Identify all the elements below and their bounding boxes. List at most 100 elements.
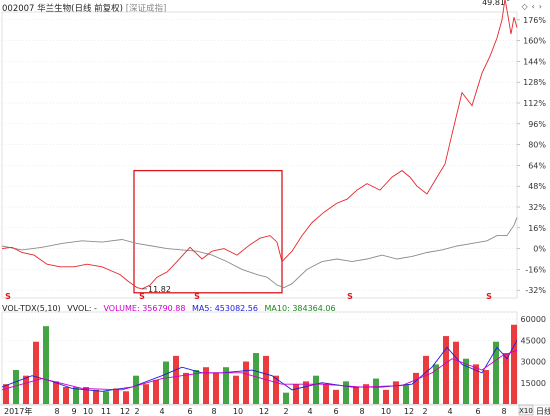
volume-bar [303, 381, 309, 404]
price-y-tick-label: 160% [523, 37, 546, 46]
highlight-box [133, 169, 283, 294]
volume-bar [433, 364, 439, 404]
volume-bar [383, 389, 389, 404]
volume-header: VOL-TDX(5,10) VVOL: - VOLUME: 356790.88 … [2, 304, 340, 313]
price-y-tick-label: 32% [528, 203, 546, 212]
volume-bar [233, 375, 239, 404]
volume-bar [333, 389, 339, 404]
volume-bar [133, 375, 139, 404]
x-axis-label: 4 [447, 407, 452, 416]
volume-bar [183, 372, 189, 404]
chevron-left-icon[interactable]: ‹ [531, 2, 539, 11]
price-y-tick-label: 80% [528, 141, 546, 150]
volume-bar [453, 341, 459, 404]
volume-bar [503, 353, 509, 404]
volume-bar [63, 387, 69, 404]
volume-bar [153, 379, 159, 404]
volume-bar [43, 326, 49, 404]
sell-signal-mark: S [139, 292, 145, 300]
x-axis-label: 10 [233, 407, 243, 416]
volume-bar [313, 375, 319, 404]
ma10-line [1, 349, 518, 391]
sell-signal-mark: S [486, 292, 492, 300]
volume-bar [253, 353, 259, 404]
volume-bar [343, 381, 349, 404]
price-y-tick-label: 144% [523, 57, 546, 66]
x-axis-label: 10 [381, 407, 391, 416]
volume-bar [373, 378, 379, 404]
price-chart[interactable]: 176% 160% 144% 128% 112% 96% 80% 64% 48% 32% 16% 0%… [0, 0, 550, 300]
ma10-value: MA10: 384364.06 [264, 304, 336, 313]
low-price-label: 11.82 [148, 285, 171, 294]
x-axis-label: 10 [83, 407, 93, 416]
volume-bar [493, 341, 499, 404]
volume-y-tick-label: 30000 [521, 358, 546, 367]
title-bar-icons: ◇‹› [521, 2, 546, 11]
price-y-tick-label: 16% [528, 224, 546, 233]
price-y-tick-label: 128% [523, 78, 546, 87]
volume-bar [113, 388, 119, 404]
volume-bar [423, 355, 429, 404]
period-label: 日线 [536, 406, 550, 416]
index-name[interactable]: [深证成指] [125, 4, 167, 14]
volume-y-tick-label: 60000 [521, 315, 546, 324]
volume-bar [203, 367, 209, 404]
index-line [1, 217, 518, 289]
price-plot-frame [1, 11, 518, 299]
volume-bar [353, 387, 359, 404]
volume-bar [511, 324, 517, 404]
price-y-tick-label: -32% [525, 286, 546, 295]
unit-multiplier-label: X10 [519, 407, 533, 415]
price-y-tick-label: 64% [528, 161, 546, 170]
x-axis-label: 4 [159, 407, 164, 416]
price-y-tick-label: 112% [523, 99, 546, 108]
x-axis-label: 8 [359, 407, 364, 416]
diamond-icon[interactable]: ◇ [521, 2, 532, 11]
volume-bar [463, 358, 469, 404]
volume-bar [273, 375, 279, 404]
x-axis-label: 8 [501, 407, 506, 416]
volume-bar [73, 387, 79, 404]
price-y-tick-label: 176% [523, 16, 546, 25]
volume-bar [163, 361, 169, 404]
chart-title: 002007 华兰生物(日线 前复权) [深证成指] [2, 2, 166, 14]
chevron-right-icon[interactable]: › [538, 2, 546, 11]
volume-plot-frame [1, 311, 518, 405]
volume-bar [293, 384, 299, 404]
price-y-tick-label: 0% [533, 245, 546, 254]
ma5-line [1, 340, 518, 392]
volume-bar [393, 381, 399, 404]
volume-bar [23, 375, 29, 404]
stock-price-line [1, 0, 518, 290]
volume-bar [13, 370, 19, 404]
volume-bar [263, 355, 269, 404]
x-axis-label: 6 [475, 407, 480, 416]
unit-multiplier-box [518, 404, 534, 416]
x-axis-label: 6 [187, 407, 192, 416]
x-axis-label: 12 [259, 407, 269, 416]
price-y-tick-label: 96% [528, 120, 546, 129]
stock-title: 002007 华兰生物(日线 前复权) [2, 4, 123, 14]
ma5-value: MA5: 453082.56 [192, 304, 258, 313]
volume-bar [143, 384, 149, 404]
x-axis-label: 2 [134, 407, 139, 416]
volume-bar [173, 355, 179, 404]
volume-bar [33, 341, 39, 404]
volume-bar [403, 384, 409, 404]
high-price-label: 49.81 [482, 0, 505, 7]
volume-bar [413, 372, 419, 404]
x-axis-label: 12 [404, 407, 414, 416]
volume-indicator-label[interactable]: VOL-TDX(5,10) [2, 304, 61, 313]
volume-y-tick-label: 15000 [521, 379, 546, 388]
x-axis-label: 11 [101, 407, 111, 416]
volume-bar [223, 367, 229, 404]
volume-bar [283, 392, 289, 404]
chart-title-bar: 002007 华兰生物(日线 前复权) [深证成指] ◇‹› [0, 0, 550, 14]
volume-bar [363, 384, 369, 404]
high-marker-arrow [506, 0, 510, 2]
x-axis-label: 12 [120, 407, 130, 416]
volume-bar [103, 391, 109, 404]
x-axis-label: 2 [422, 407, 427, 416]
x-axis-label: 8 [54, 407, 59, 416]
